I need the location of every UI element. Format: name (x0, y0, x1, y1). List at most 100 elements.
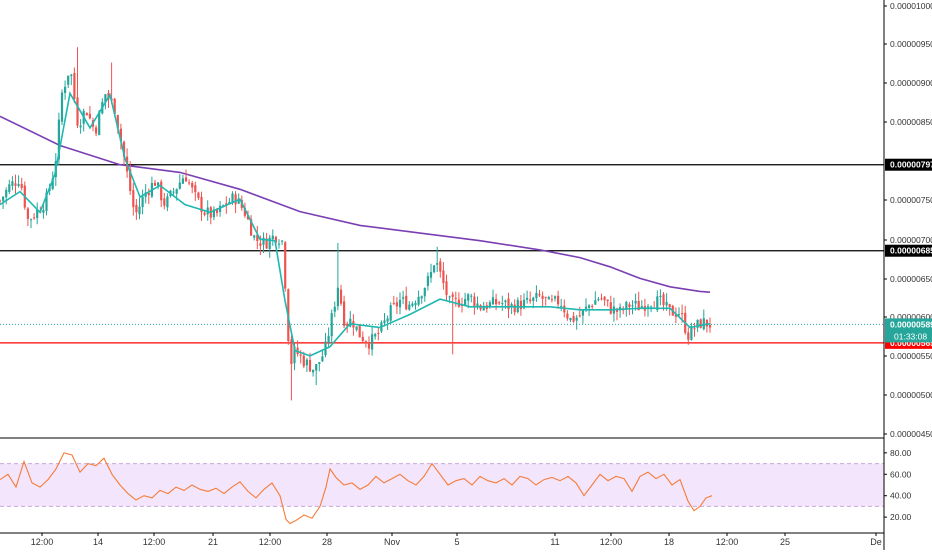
candle-body (358, 324, 361, 338)
candle-body (693, 328, 696, 330)
candle-body (439, 261, 442, 272)
time-tick-label: Nov (384, 537, 401, 547)
oscillator-tick-label: 80.00 (890, 448, 912, 458)
candle-body (656, 296, 659, 311)
candle-body (333, 306, 336, 312)
candle-body (122, 141, 126, 157)
candle-body (274, 236, 277, 243)
candle-body (17, 184, 20, 186)
last-price-tag (885, 318, 932, 343)
candle-body (327, 335, 330, 342)
candle-body (429, 272, 433, 278)
candle-body (389, 305, 392, 321)
candle-body (423, 288, 426, 297)
candle-body (349, 318, 352, 327)
candle-body (361, 337, 364, 341)
candle-body (702, 318, 705, 330)
candle-body (113, 98, 116, 115)
candle-body (374, 334, 377, 337)
candle-body (526, 297, 529, 300)
candle-body (628, 304, 631, 308)
candle-body (212, 209, 215, 218)
time-tick-label: 25 (780, 537, 790, 547)
candle-body (256, 234, 259, 241)
candle-body (687, 332, 690, 340)
candle-body (284, 242, 287, 289)
time-tick-label: 14 (93, 537, 103, 547)
candle-body (448, 296, 451, 298)
candle-body (681, 313, 684, 315)
time-tick-label: De (870, 537, 882, 547)
candle-body (367, 342, 371, 349)
candle-body (569, 318, 572, 321)
candle-body (575, 317, 578, 321)
candle-body (541, 295, 544, 299)
candle-body (640, 306, 643, 309)
candle-body (464, 299, 467, 305)
candle-body (578, 315, 581, 317)
candle-body (482, 307, 485, 311)
candle-body (60, 92, 64, 122)
candle-body (572, 315, 575, 322)
candle-body (215, 209, 219, 214)
candle-body (231, 193, 234, 203)
candle-body (203, 212, 206, 215)
candle-body (138, 206, 141, 215)
candle-body (166, 196, 169, 208)
candle-body (606, 299, 609, 301)
candle-body (603, 296, 606, 301)
candle-body (42, 210, 45, 213)
candle-body (308, 359, 312, 372)
candle-body (318, 362, 321, 364)
candle-body (507, 298, 510, 310)
candle-body (470, 295, 473, 297)
candle-body (147, 192, 150, 195)
candle-body (550, 299, 553, 301)
candle-body (219, 205, 222, 212)
candle-body (588, 305, 591, 308)
candle-body (188, 182, 191, 184)
price-tick-label: 0.00000600 (890, 312, 932, 322)
price-tick-label: 0.00000900 (890, 78, 932, 88)
candle-body (491, 297, 495, 305)
candle-body (510, 304, 513, 308)
candle-body (51, 178, 54, 189)
candle-body (498, 302, 501, 304)
candle-body (302, 355, 305, 367)
candle-body (79, 125, 82, 128)
candle-body (172, 191, 175, 193)
candle-body (417, 296, 420, 305)
price-tick-label: 0.00000750 (890, 195, 932, 205)
countdown-label: 01:33:08 (894, 331, 927, 341)
candle-body (405, 295, 408, 310)
candle-body (336, 287, 339, 307)
price-tick-label: 0.00000450 (890, 429, 932, 439)
candle-body (129, 169, 132, 191)
candle-body (259, 243, 262, 246)
candle-body (253, 235, 256, 238)
candle-body (184, 177, 188, 182)
candle-body (265, 238, 268, 249)
candle-body (237, 198, 240, 204)
candle-body (197, 192, 200, 198)
candle-body (160, 181, 163, 201)
candle-body (67, 75, 70, 85)
candle-body (625, 302, 628, 310)
candle-body (5, 190, 8, 198)
candle-body (383, 320, 386, 324)
candle-body (163, 198, 166, 206)
candle-body (271, 235, 274, 240)
candle-body (426, 276, 429, 286)
price-tick-label: 0.00000550 (890, 351, 932, 361)
candle-body (553, 296, 557, 299)
candle-body (532, 297, 535, 301)
candle-body (178, 182, 181, 189)
candle-body (414, 303, 417, 306)
candle-body (467, 294, 470, 301)
candle-body (343, 301, 346, 326)
candle-body (395, 302, 398, 307)
candle-body (696, 319, 699, 328)
candle-body (29, 219, 33, 221)
candle-body (299, 354, 302, 356)
candle-body (535, 292, 538, 299)
